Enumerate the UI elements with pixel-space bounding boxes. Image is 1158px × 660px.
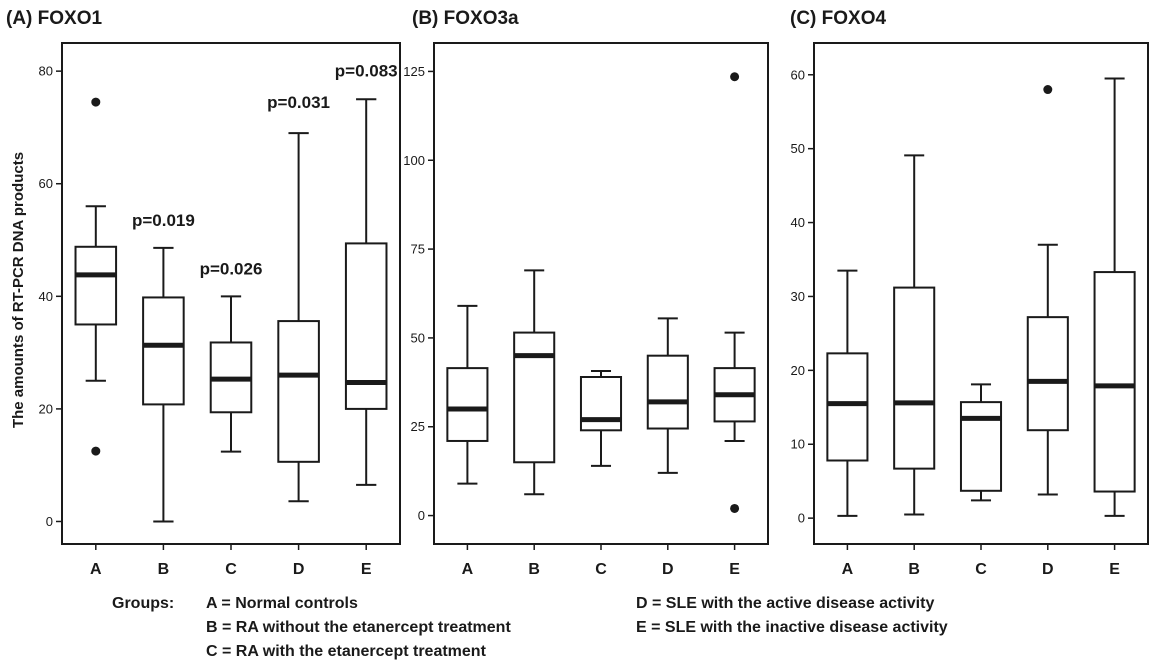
outlier-point: [730, 503, 740, 513]
y-tick-label: 50: [791, 141, 805, 156]
p-value-annotation: p=0.031: [267, 93, 330, 112]
box-B: [893, 154, 936, 516]
iqr-box: [893, 286, 936, 470]
outlier-point: [91, 446, 101, 456]
panel-title: (C) FOXO4: [790, 8, 886, 29]
x-tick-label: B: [528, 561, 540, 578]
x-tick-label: D: [1042, 561, 1054, 578]
x-tick-label: D: [662, 561, 674, 578]
legend-entry-b: B = RA without the etanercept treatment: [206, 619, 511, 636]
legend: Groups: A = Normal controls B = RA witho…: [112, 595, 948, 660]
legend-entry-a: A = Normal controls: [206, 595, 358, 612]
y-tick-label: 20: [39, 401, 53, 416]
p-value-annotation: p=0.083: [335, 61, 398, 80]
box-D: [646, 317, 689, 474]
legend-heading: Groups:: [112, 595, 174, 612]
panel-title: (A) FOXO1: [6, 8, 102, 29]
x-tick-label: E: [361, 561, 372, 578]
y-tick-label: 0: [798, 511, 805, 526]
y-tick-label: 30: [791, 289, 805, 304]
x-tick-label: A: [462, 561, 474, 578]
iqr-box: [446, 367, 489, 442]
y-tick-label: 40: [791, 215, 805, 230]
panel-2: (B) FOXO3a 0 25 50 75 100 125 A B C D E: [403, 8, 769, 578]
panel-3: (C) FOXO4 0 10 20 30 40 50 60 A B C D E: [790, 8, 1149, 578]
box-A: [446, 304, 489, 485]
x-tick-label: E: [1109, 561, 1120, 578]
y-tick-label: 125: [403, 64, 425, 79]
x-tick-label: B: [908, 561, 920, 578]
iqr-box: [826, 352, 869, 462]
y-tick-label: 60: [39, 176, 53, 191]
y-tick-label: 75: [411, 242, 425, 257]
box-C: [209, 295, 253, 453]
box-A: [826, 269, 869, 517]
box-A: [74, 97, 118, 456]
box-C: [959, 383, 1003, 502]
y-tick-label: 25: [411, 419, 425, 434]
iqr-box: [579, 376, 623, 432]
x-tick-label: C: [225, 561, 237, 578]
box-B: [513, 269, 556, 496]
x-tick-label: E: [729, 561, 740, 578]
panels: (A) FOXO1 0 20 40 60 80 A B C D Ep=0.019 p=0.026 p=0…: [6, 8, 1149, 578]
plot-frame: [433, 42, 769, 545]
x-tick-label: A: [842, 561, 854, 578]
y-tick-label: 40: [39, 289, 53, 304]
iqr-box: [646, 354, 689, 430]
y-tick-label: 80: [39, 64, 53, 79]
legend-entry-d: D = SLE with the active disease activity: [636, 595, 934, 612]
iqr-box: [277, 320, 320, 463]
iqr-box: [959, 401, 1003, 492]
iqr-box: [1026, 316, 1069, 432]
y-tick-label: 10: [791, 437, 805, 452]
x-tick-label: B: [158, 561, 170, 578]
box-E: [344, 98, 388, 486]
outlier-point: [730, 72, 740, 82]
legend-entry-c: C = RA with the etanercept treatment: [206, 643, 487, 660]
y-tick-label: 50: [411, 330, 425, 345]
p-value-annotation: p=0.026: [200, 259, 263, 278]
y-tick-label: 20: [791, 363, 805, 378]
outlier-point: [1043, 85, 1053, 95]
box-C: [579, 369, 623, 467]
x-tick-label: D: [293, 561, 305, 578]
box-D: [277, 132, 320, 503]
p-value-annotation: p=0.019: [132, 211, 195, 230]
x-tick-label: C: [975, 561, 987, 578]
panel-title: (B) FOXO3a: [412, 8, 519, 29]
y-tick-label: 100: [403, 153, 425, 168]
panel-1: (A) FOXO1 0 20 40 60 80 A B C D Ep=0.019 p=0.026 p=0…: [6, 8, 401, 578]
box-E: [1093, 77, 1136, 517]
legend-entry-e: E = SLE with the inactive disease activi…: [636, 619, 948, 636]
y-tick-label: 60: [791, 67, 805, 82]
iqr-box: [74, 245, 118, 326]
y-tick-label: 0: [46, 514, 53, 529]
x-tick-label: C: [595, 561, 607, 578]
outlier-point: [91, 97, 101, 107]
box-B: [142, 246, 185, 523]
box-E: [713, 72, 756, 513]
iqr-box: [142, 296, 185, 406]
y-axis-label: The amounts of RT-PCR DNA products: [10, 152, 27, 428]
iqr-box: [513, 331, 556, 464]
iqr-box: [1093, 271, 1136, 493]
x-tick-label: A: [90, 561, 102, 578]
box-D: [1026, 85, 1069, 496]
y-tick-label: 0: [418, 508, 425, 523]
